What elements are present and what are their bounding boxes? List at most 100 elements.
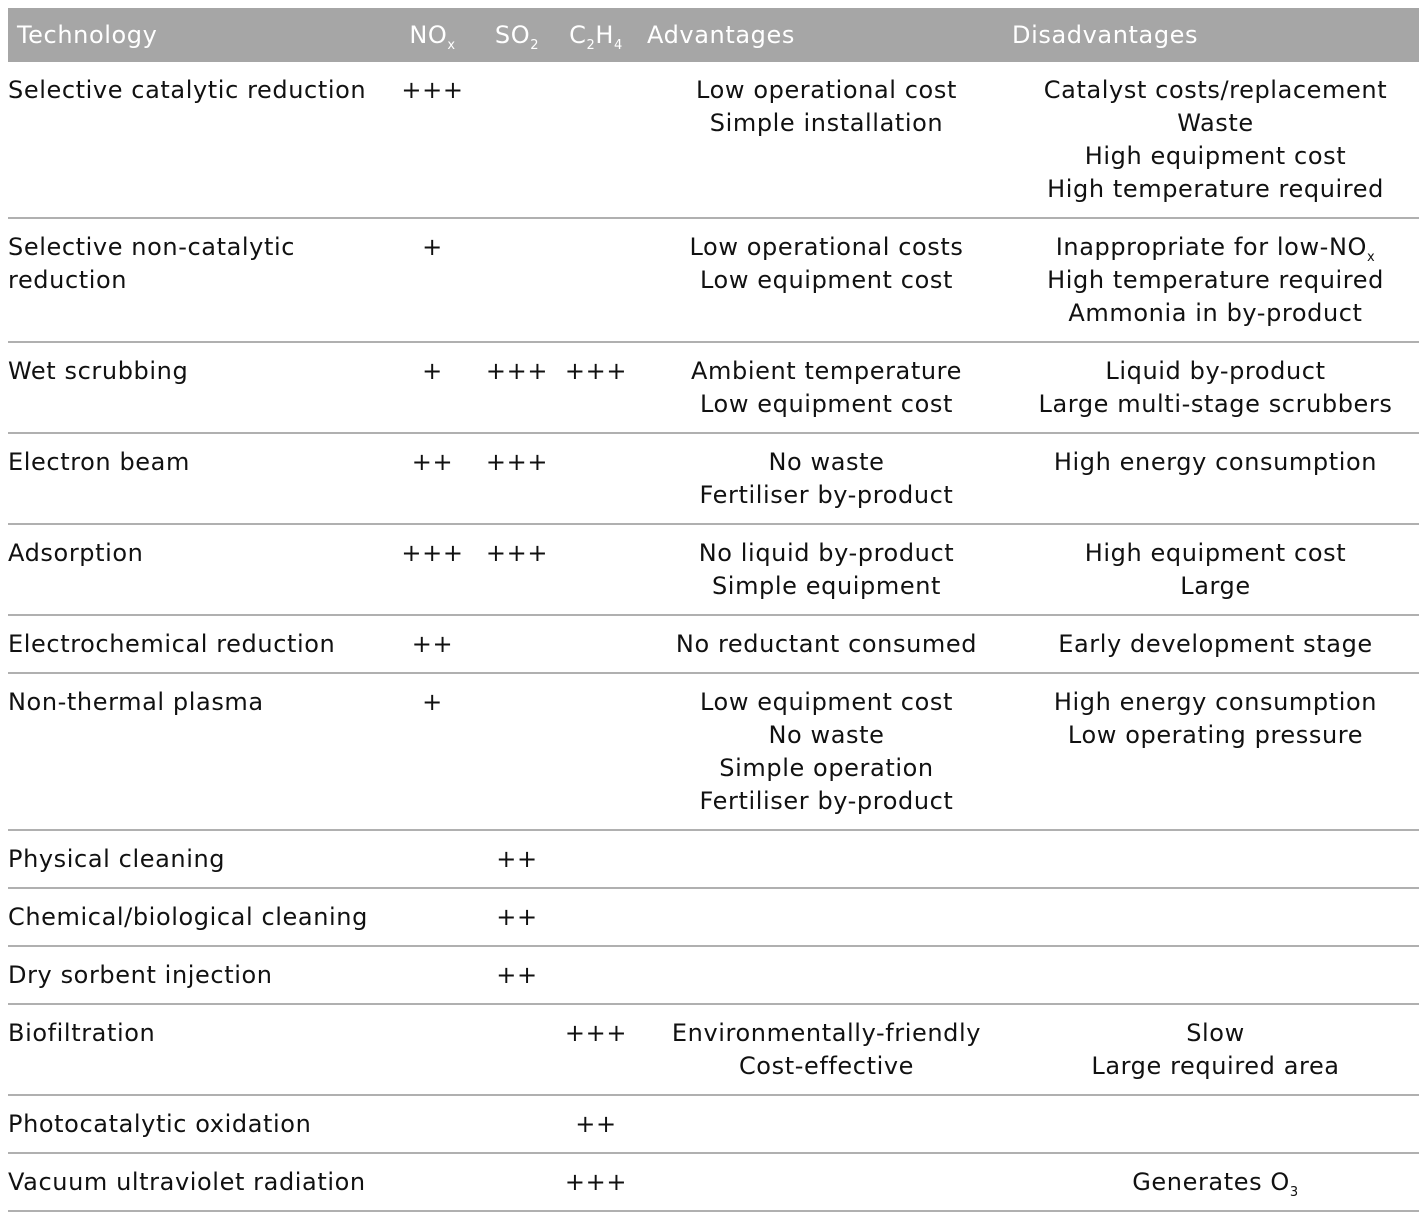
cell-so2-rating	[483, 1095, 551, 1154]
cell-nox-rating	[382, 1095, 483, 1154]
disadvantage-subscript: 3	[1289, 1185, 1299, 1200]
disadvantage-item: Waste	[1012, 107, 1419, 140]
cell-advantages: Low operational cost Simple installation	[641, 62, 1012, 219]
nox-rating-value: +	[422, 688, 443, 716]
technology-name-line: Adsorption	[8, 539, 144, 567]
table-body: Selective catalytic reduction +++ Low oper…	[8, 62, 1419, 1212]
advantage-item: Low equipment cost	[700, 688, 953, 716]
table-row: Non-thermal plasma + Low equipment cost No …	[8, 673, 1419, 831]
cell-technology: Selective catalytic reduction	[8, 62, 382, 219]
disadvantage-item: Catalyst costs/replacement	[1012, 74, 1419, 107]
cell-c2h4-rating: ++	[551, 1095, 641, 1154]
cell-c2h4-rating	[551, 673, 641, 831]
cell-c2h4-rating	[551, 433, 641, 525]
cell-c2h4-rating: +++	[551, 1153, 641, 1212]
technology-name-line: Photocatalytic oxidation	[8, 1110, 312, 1138]
cell-technology: Physical cleaning	[8, 830, 382, 889]
disadvantage-text: Waste	[1177, 109, 1254, 137]
technology-comparison-table: Technology NOx SO2 C2H4 Advantages Disad…	[8, 8, 1419, 1212]
cell-disadvantages	[1012, 1095, 1419, 1154]
so2-rating-value: +++	[485, 357, 549, 385]
cell-nox-rating: ++	[382, 433, 483, 525]
header-c2h4-subscript-c: 2	[586, 38, 596, 53]
disadvantage-item: High energy consumption	[1012, 446, 1419, 479]
header-so2-subscript: 2	[530, 38, 540, 53]
disadvantage-item: Early development stage	[1012, 628, 1419, 661]
disadvantage-item: Inappropriate for low-NOx	[1012, 231, 1419, 264]
header-row: Technology NOx SO2 C2H4 Advantages Disad…	[8, 8, 1419, 62]
cell-advantages: Ambient temperature Low equipment cost	[641, 342, 1012, 434]
cell-technology: Photocatalytic oxidation	[8, 1095, 382, 1154]
cell-advantages: Low operational costs Low equipment cost	[641, 218, 1012, 343]
advantage-item: Ambient temperature	[691, 357, 962, 385]
disadvantage-item: Large required area	[1012, 1050, 1419, 1083]
disadvantage-subscript: x	[1367, 250, 1376, 265]
disadvantage-item: High equipment cost	[1012, 140, 1419, 173]
cell-disadvantages: Catalyst costs/replacement Waste High equi…	[1012, 62, 1419, 219]
disadvantage-item: High temperature required	[1012, 264, 1419, 297]
cell-nox-rating	[382, 946, 483, 1005]
technology-comparison-table-container: Technology NOx SO2 C2H4 Advantages Disad…	[8, 8, 1419, 1212]
disadvantage-item: Ammonia in by-product	[1012, 297, 1419, 330]
cell-technology: Adsorption	[8, 524, 382, 616]
header-so2: SO2	[483, 8, 551, 62]
advantage-item: Low operational costs	[689, 233, 964, 261]
table-row: Biofiltration +++ Environmentally-friendly…	[8, 1004, 1419, 1096]
cell-disadvantages: Liquid by-product Large multi-stage scrub…	[1012, 342, 1419, 434]
c2h4-rating-value: ++	[575, 1110, 617, 1138]
cell-disadvantages	[1012, 830, 1419, 889]
disadvantage-item: High equipment cost	[1012, 537, 1419, 570]
technology-name-line: Electron beam	[8, 448, 190, 476]
cell-technology: Selective non-catalytic reduction	[8, 218, 382, 343]
header-so2-label: SO	[494, 21, 531, 49]
advantage-item: Environmentally-friendly	[671, 1019, 982, 1047]
advantage-item: No waste	[768, 448, 885, 476]
cell-nox-rating	[382, 1004, 483, 1096]
advantage-item: Simple equipment	[711, 572, 942, 600]
nox-rating-value: ++	[411, 448, 454, 476]
table-row: Chemical/biological cleaning ++	[8, 888, 1419, 947]
header-c2h4-subscript-h: 4	[614, 38, 623, 53]
cell-advantages	[641, 1153, 1012, 1212]
cell-advantages	[641, 830, 1012, 889]
disadvantage-item: Large	[1012, 570, 1419, 603]
technology-name-line: Wet scrubbing	[8, 357, 189, 385]
cell-c2h4-rating	[551, 218, 641, 343]
nox-rating-value: ++	[411, 630, 454, 658]
nox-rating-value: +++	[401, 76, 464, 104]
cell-technology: Electron beam	[8, 433, 382, 525]
disadvantage-text: High energy consumption	[1053, 688, 1378, 716]
technology-name-line: Dry sorbent injection	[8, 961, 273, 989]
table-row: Selective catalytic reduction +++ Low oper…	[8, 62, 1419, 219]
header-c2h4-h: H	[595, 21, 614, 49]
technology-name-line: Selective non-catalytic	[8, 233, 296, 261]
nox-rating-value: +	[422, 357, 443, 385]
cell-nox-rating	[382, 888, 483, 947]
disadvantage-item: High energy consumption	[1012, 686, 1419, 719]
cell-so2-rating: +++	[483, 433, 551, 525]
cell-advantages	[641, 888, 1012, 947]
cell-c2h4-rating: +++	[551, 342, 641, 434]
so2-rating-value: ++	[496, 903, 538, 931]
cell-c2h4-rating: +++	[551, 1004, 641, 1096]
table-row: Dry sorbent injection ++	[8, 946, 1419, 1005]
cell-so2-rating: +++	[483, 524, 551, 616]
disadvantage-text: High energy consumption	[1053, 448, 1378, 476]
cell-nox-rating: +++	[382, 524, 483, 616]
table-row: Vacuum ultraviolet radiation +++ Generates…	[8, 1153, 1419, 1212]
cell-technology: Electrochemical reduction	[8, 615, 382, 674]
header-c2h4: C2H4	[551, 8, 641, 62]
cell-nox-rating: +	[382, 342, 483, 434]
disadvantage-text: Liquid by-product	[1105, 357, 1326, 385]
advantage-item: Low operational cost	[696, 76, 957, 104]
advantage-item: No reductant consumed	[675, 630, 978, 658]
header-nox-subscript: x	[447, 38, 456, 53]
technology-name-line: Vacuum ultraviolet radiation	[8, 1168, 366, 1196]
cell-so2-rating: +++	[483, 342, 551, 434]
disadvantage-text: Generates O	[1132, 1168, 1290, 1196]
header-technology-label: Technology	[17, 21, 158, 49]
table-row: Selective non-catalytic reduction + Low ope…	[8, 218, 1419, 343]
cell-so2-rating: ++	[483, 888, 551, 947]
cell-c2h4-rating	[551, 62, 641, 219]
disadvantage-text: Large required area	[1091, 1052, 1340, 1080]
